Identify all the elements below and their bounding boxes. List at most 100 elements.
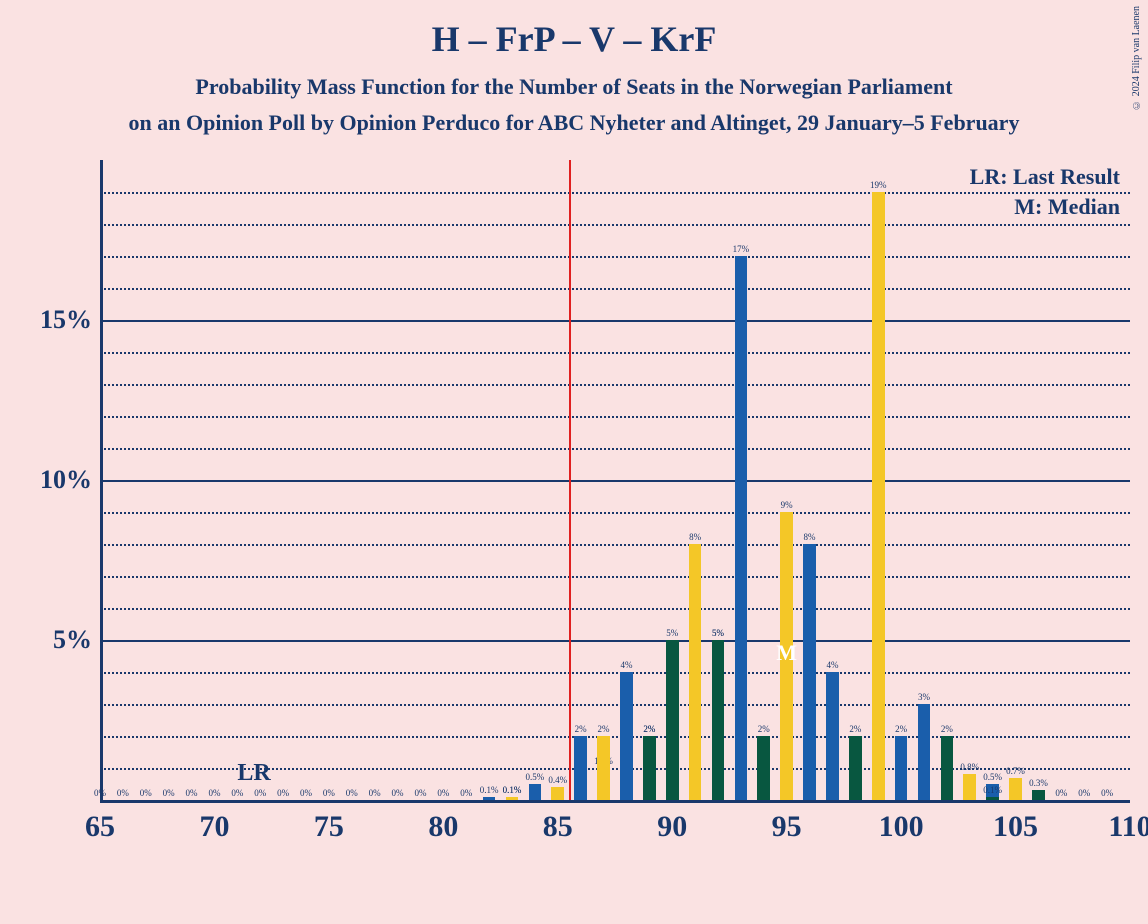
bar-value-label: 2% [849,724,861,734]
bar-value-label: 0% [460,788,472,798]
bar [986,797,999,800]
bar-value-label: 0% [1055,788,1067,798]
x-tick-label: 80 [428,810,458,844]
bar-value-label: 0.7% [1006,766,1025,776]
legend-lr: LR: Last Result [970,164,1120,190]
bar-value-label: 4% [620,660,632,670]
x-tick-label: 90 [657,810,687,844]
bar-value-label: 0% [163,788,175,798]
chart-title: H – FrP – V – KrF [0,0,1148,60]
bar-value-label: 0.3% [1029,778,1048,788]
gridline [100,672,1130,674]
bar-value-label: 8% [804,532,816,542]
x-tick-label: 95 [772,810,802,844]
bar-value-label: 2% [575,724,587,734]
bar [483,797,496,800]
x-tick-label: 85 [543,810,573,844]
bar-value-label: 0% [437,788,449,798]
bar [620,672,633,800]
bar-value-label: 0% [231,788,243,798]
bar-value-label: 19% [870,180,887,190]
x-tick-label: 65 [85,810,115,844]
gridline [100,544,1130,546]
gridline [100,320,1130,322]
bar-value-label: 0% [1101,788,1113,798]
bar-value-label: 0% [277,788,289,798]
gridline [100,608,1130,610]
x-axis [100,800,1130,803]
gridline [100,224,1130,226]
bar [963,774,976,800]
bar [803,544,816,800]
bar [529,784,542,800]
gridline [100,736,1130,738]
bar-value-label: 0.1% [983,785,1002,795]
bar [872,192,885,800]
bar [918,704,931,800]
x-tick-label: 70 [199,810,229,844]
y-tick-label: 15% [40,305,92,335]
copyright: © 2024 Filip van Laenen [1131,6,1142,110]
bar-value-label: 2% [941,724,953,734]
bar [1032,790,1045,800]
bar-value-label: 0.1% [503,785,522,795]
bar-value-label: 5% [666,628,678,638]
bar-value-label: 0% [186,788,198,798]
bar-value-label: 2% [895,724,907,734]
bar-value-label: 4% [826,660,838,670]
lr-annotation: LR [237,760,270,787]
bar-value-label: 2% [643,724,655,734]
bar-value-label: 9% [781,500,793,510]
chart-subtitle-1: Probability Mass Function for the Number… [0,74,1148,100]
gridline [100,448,1130,450]
bar [895,736,908,800]
bar-value-label: 0% [346,788,358,798]
bar [574,736,587,800]
bar-value-label: 0% [392,788,404,798]
chart-container: © 2024 Filip van Laenen H – FrP – V – Kr… [0,0,1148,924]
plot-area: 5%10%15%657075808590951001051100%0%0%0%0… [100,160,1130,840]
bar-value-label: 0% [117,788,129,798]
bar [941,736,954,800]
gridline [100,192,1130,194]
legend-m: M: Median [1014,194,1120,220]
gridline [100,416,1130,418]
lr-reference-line [569,160,571,800]
bar-value-label: 0.8% [960,762,979,772]
bar-value-label: 0% [208,788,220,798]
gridline [100,384,1130,386]
bar-value-label: 0.1% [480,785,499,795]
x-tick-label: 100 [879,810,924,844]
bar-value-label: 2% [758,724,770,734]
gridline [100,512,1130,514]
bar [757,736,770,800]
x-tick-label: 75 [314,810,344,844]
bar [689,544,702,800]
bar-value-label: 2% [598,724,610,734]
bar [643,736,656,800]
bar [506,797,519,800]
bar-value-label: 0.4% [548,775,567,785]
bar [712,640,725,800]
bar-value-label: 0% [369,788,381,798]
y-tick-label: 5% [53,625,92,655]
gridline [100,576,1130,578]
gridline [100,352,1130,354]
bar [597,736,610,800]
bar-value-label: 5% [712,628,724,638]
bar [826,672,839,800]
bar-value-label: 8% [689,532,701,542]
gridline [100,640,1130,642]
bar-value-label: 3% [918,692,930,702]
bar-value-label: 0.5% [983,772,1002,782]
bar-value-label: 17% [733,244,750,254]
x-tick-label: 110 [1108,810,1148,844]
bar-value-label: 0% [254,788,266,798]
bar-value-label: 0% [414,788,426,798]
gridline [100,704,1130,706]
bar [849,736,862,800]
median-marker: M [776,640,797,666]
bar [1009,778,1022,800]
bar [666,640,679,800]
bar-value-label: 0% [94,788,106,798]
